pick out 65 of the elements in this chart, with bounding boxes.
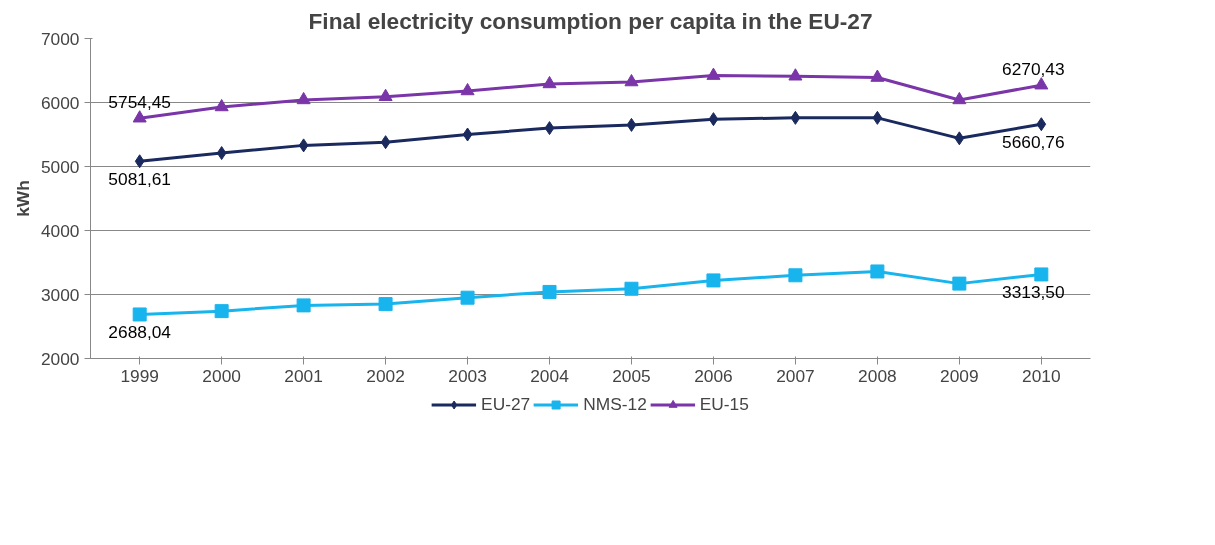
point	[624, 281, 639, 296]
legend-label: EU-27	[481, 393, 531, 415]
point	[788, 268, 803, 283]
x-tick-label: 2003	[448, 365, 487, 386]
data-label: 5660,76	[1002, 132, 1065, 153]
point	[706, 67, 721, 80]
point	[952, 91, 967, 105]
point	[954, 131, 965, 146]
y-tick-label: 5000	[40, 156, 80, 177]
point	[460, 82, 475, 96]
point	[870, 69, 885, 82]
point	[216, 146, 227, 161]
point	[132, 110, 147, 123]
data-label: 5081,61	[108, 169, 171, 190]
y-axis-title: kWh	[12, 180, 33, 217]
point	[870, 264, 885, 279]
legend-label: EU-15	[699, 393, 749, 415]
x-tick-label: 2001	[284, 365, 323, 386]
point	[1034, 77, 1049, 90]
point	[298, 138, 309, 153]
data-label: 5754,45	[108, 92, 171, 113]
y-tick-label: 7000	[40, 28, 80, 49]
point	[542, 284, 557, 299]
point	[790, 110, 801, 125]
point	[624, 74, 639, 87]
y-tick-label: 2000	[40, 348, 80, 369]
point	[626, 117, 637, 132]
y-tick-label: 4000	[40, 220, 80, 241]
point	[380, 135, 391, 150]
point	[132, 307, 147, 322]
x-tick-label: 2006	[694, 365, 733, 386]
point	[788, 68, 803, 81]
point	[134, 154, 145, 169]
x-tick-label: 2002	[366, 365, 405, 386]
x-tick-label: 2005	[612, 365, 651, 386]
x-tick-label: 2010	[1022, 365, 1061, 386]
x-tick-label: 2009	[940, 365, 979, 386]
point	[378, 297, 393, 312]
x-tick-label: 2000	[202, 365, 241, 386]
point	[542, 75, 557, 89]
point	[544, 121, 555, 136]
x-tick-label: 2008	[858, 365, 897, 386]
point	[1036, 117, 1047, 132]
x-tick-label: 2007	[776, 365, 815, 386]
y-tick-label: 6000	[40, 92, 80, 113]
point	[708, 112, 719, 127]
point	[296, 91, 311, 105]
data-label: 6270,43	[1002, 59, 1065, 80]
chart-title: Final electricity consumption per capita in the EU-27	[308, 7, 873, 34]
point	[378, 88, 393, 101]
point	[872, 110, 883, 125]
point	[214, 304, 229, 319]
point	[460, 290, 475, 305]
point	[1034, 267, 1049, 282]
point	[462, 127, 473, 142]
point	[296, 298, 311, 313]
x-tick-label: 2004	[530, 365, 570, 386]
data-label: 3313,50	[1002, 282, 1065, 303]
point	[706, 273, 721, 288]
x-tick-label: 1999	[120, 365, 159, 386]
point	[214, 98, 229, 112]
y-tick-label: 3000	[40, 284, 80, 305]
point	[952, 276, 967, 291]
data-label: 2688,04	[108, 322, 172, 343]
legend-label: NMS-12	[583, 393, 647, 415]
